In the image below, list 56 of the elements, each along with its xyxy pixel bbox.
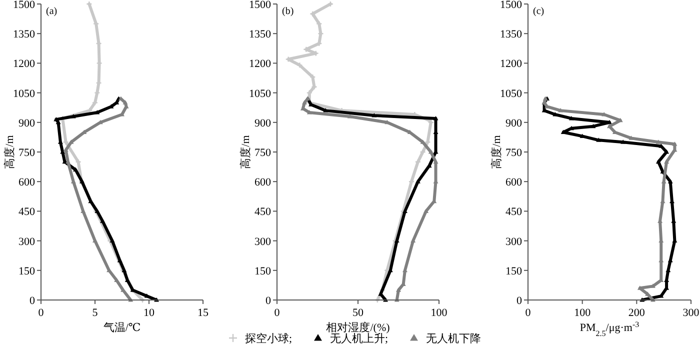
y-tick-label: 900 xyxy=(254,117,272,130)
y-tick-label: 900 xyxy=(18,117,36,130)
y-tick-label: 1200 xyxy=(13,58,36,70)
x-tick-label: 300 xyxy=(682,307,700,319)
legend-label: 无人机上升; xyxy=(330,332,388,345)
x-tick-label: 100 xyxy=(430,307,448,319)
y-tick-label: 450 xyxy=(254,206,272,218)
y-tick-label: 1050 xyxy=(249,88,272,100)
annotation: (a) xyxy=(46,6,58,17)
x-tick-label: 50 xyxy=(352,307,364,319)
y-tick-label: 150 xyxy=(254,265,272,278)
legend-label: 无人机下降 xyxy=(426,333,481,345)
y-tick-label: 750 xyxy=(254,147,272,159)
y-tick-label: 1500 xyxy=(500,0,522,11)
y-tick-label: 750 xyxy=(18,147,36,159)
annotation: (c) xyxy=(533,6,544,17)
y-tick-label: 600 xyxy=(18,176,36,189)
x-tick-label: 15 xyxy=(198,307,209,319)
y-tick-label: 900 xyxy=(506,117,522,130)
y-axis-title: 高度/m xyxy=(490,134,503,169)
x-tick-label: 5 xyxy=(92,307,98,319)
x-tick-label: 100 xyxy=(574,307,592,319)
x-tick-label: 0 xyxy=(274,307,280,319)
y-tick-label: 600 xyxy=(506,176,522,189)
x-tick-label: 10 xyxy=(144,307,155,319)
annotation: (b) xyxy=(282,6,294,17)
y-tick-label: 150 xyxy=(18,265,36,278)
y-tick-label: 1050 xyxy=(500,88,522,100)
y-tick-label: 1500 xyxy=(13,0,36,11)
x-axis-title: 气温/℃ xyxy=(103,322,141,334)
y-tick-label: 1200 xyxy=(249,58,272,70)
y-tick-label: 150 xyxy=(506,265,522,278)
y-tick-label: 1200 xyxy=(500,58,522,70)
y-tick-label: 450 xyxy=(506,206,522,218)
y-tick-label: 1050 xyxy=(13,88,36,100)
y-tick-label: 1350 xyxy=(249,28,272,41)
y-axis-title: 高度/m xyxy=(3,134,16,169)
y-tick-label: 0 xyxy=(266,295,272,307)
x-tick-label: 200 xyxy=(628,307,646,319)
y-axis-title: 高度/m xyxy=(239,134,252,169)
y-tick-label: 750 xyxy=(506,147,522,159)
y-tick-label: 300 xyxy=(506,236,522,248)
legend-label: 探空小球; xyxy=(245,332,292,345)
y-tick-label: 450 xyxy=(18,206,36,218)
y-tick-label: 1500 xyxy=(249,0,272,11)
x-axis-title: PM$_{2.5}$/μg·m$^{-3}$ xyxy=(580,320,640,338)
y-tick-label: 1350 xyxy=(500,28,522,41)
x-tick-label: 0 xyxy=(525,307,532,319)
y-tick-label: 600 xyxy=(254,176,272,189)
y-tick-label: 1350 xyxy=(13,28,36,41)
y-tick-label: 300 xyxy=(254,236,272,248)
y-tick-label: 0 xyxy=(30,295,36,307)
y-tick-label: 0 xyxy=(516,295,522,307)
y-tick-label: 300 xyxy=(18,236,36,248)
x-axis-title: 相对湿度/(%) xyxy=(326,321,390,334)
x-tick-label: 0 xyxy=(38,307,44,319)
